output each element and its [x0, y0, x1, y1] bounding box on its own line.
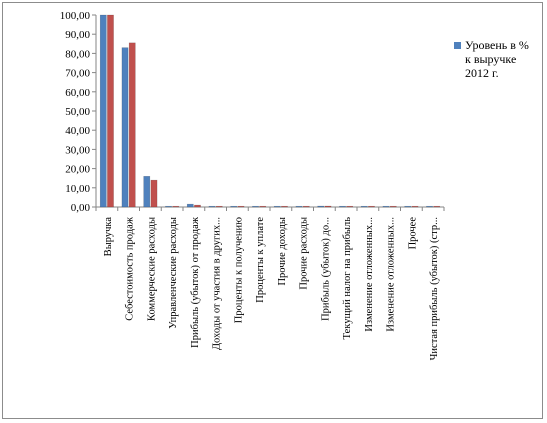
bar-s1	[295, 205, 303, 208]
bar-s2	[433, 205, 441, 208]
category-label: Себестоимость продаж	[125, 216, 136, 321]
bar-s1	[208, 205, 216, 208]
bar-s1	[121, 47, 129, 208]
category-label: Проценты к получению	[233, 217, 244, 323]
bar-s1	[143, 176, 151, 208]
bar-s1	[230, 205, 238, 208]
category-label: Текущий налог на прибыль	[342, 217, 353, 340]
bar-s2	[150, 179, 158, 208]
bar-s2	[128, 42, 136, 208]
category-label: Прочие доходы	[277, 217, 288, 286]
category-label: Изменение отложенных...	[364, 217, 375, 332]
y-tick-label: 100,00	[60, 10, 91, 22]
y-tick-label: 40,00	[65, 125, 90, 137]
bar-s1	[186, 203, 194, 208]
bar-s1	[99, 14, 107, 208]
bar-s1	[339, 205, 346, 208]
chart-frame	[2, 2, 543, 419]
bar-s1	[273, 205, 281, 208]
bar-s2	[302, 205, 310, 208]
bar-s2	[411, 205, 419, 208]
bar-s1	[252, 205, 259, 208]
legend-swatch	[454, 42, 461, 49]
y-tick-label: 0,00	[71, 202, 91, 214]
bar-s2	[215, 205, 223, 208]
bar-s1	[382, 205, 390, 208]
category-label: Прибыль (убыток) от продаж	[190, 216, 201, 348]
bar-s2	[389, 205, 397, 208]
bar-s1	[317, 205, 325, 208]
category-label: Прочие расходы	[299, 217, 310, 290]
y-tick-label: 60,00	[65, 87, 90, 99]
bar-s2	[346, 205, 354, 208]
y-tick-label: 20,00	[65, 164, 90, 176]
bar-s1	[426, 205, 433, 208]
legend-label: Уровень в % к выручке 2012 г.	[465, 38, 529, 80]
y-tick-label: 90,00	[65, 29, 90, 41]
y-tick-label: 50,00	[65, 106, 90, 118]
category-label: Коммерческие расходы	[146, 217, 157, 321]
category-label: Доходы от участия в других...	[212, 217, 223, 350]
y-tick-label: 30,00	[65, 144, 90, 156]
bar-s2	[324, 205, 332, 208]
category-label: Прочее	[407, 217, 418, 250]
category-label: Выручка	[103, 217, 114, 257]
bar-s1	[360, 205, 368, 208]
bar-s2	[259, 205, 267, 208]
bar-s1	[404, 205, 412, 208]
category-label: Управленческие расходы	[168, 217, 179, 329]
bar-s2	[368, 205, 375, 208]
bar-s2	[107, 14, 114, 208]
y-tick-label: 80,00	[65, 48, 90, 60]
bar-s2	[172, 205, 180, 208]
bar-s1	[165, 205, 172, 208]
bar-s2	[194, 204, 201, 208]
bar-s2	[237, 205, 245, 208]
y-tick-label: 10,00	[65, 183, 90, 195]
category-label: Проценты к уплате	[255, 217, 266, 303]
bar-s2	[281, 205, 288, 208]
category-label: Прибыль (убыток) до...	[320, 217, 331, 321]
category-label: Изменение отложенных...	[386, 217, 397, 332]
category-label: Чистая прибыль (убыток) (стр...	[429, 217, 440, 360]
y-tick-label: 70,00	[65, 68, 90, 80]
